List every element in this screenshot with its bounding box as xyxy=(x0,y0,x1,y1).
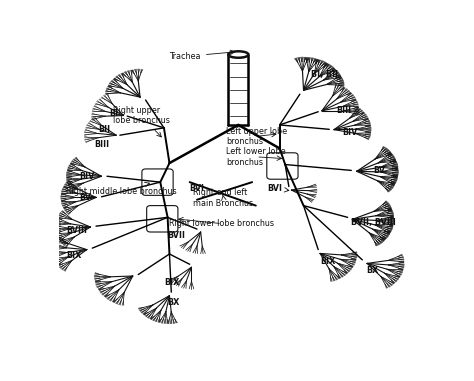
Text: BIII: BIII xyxy=(337,106,352,115)
Text: BX: BX xyxy=(168,298,180,307)
Text: BV: BV xyxy=(80,193,91,202)
Text: BIII: BIII xyxy=(94,140,109,149)
Text: BV: BV xyxy=(374,166,385,175)
Text: Right middle lobe bronchus: Right middle lobe bronchus xyxy=(66,182,176,196)
Text: BII: BII xyxy=(98,125,110,134)
Ellipse shape xyxy=(228,51,248,58)
Text: BVII, BVIII: BVII, BVIII xyxy=(351,218,396,227)
Text: BVI: BVI xyxy=(190,184,205,193)
Text: BVI: BVI xyxy=(267,184,289,193)
Text: BIV: BIV xyxy=(342,128,357,137)
Text: BX: BX xyxy=(366,266,378,275)
Text: Right upper
lobe bronchus: Right upper lobe bronchus xyxy=(112,106,169,137)
Text: BIV: BIV xyxy=(80,172,95,181)
Text: Left upper lobe
bronchus: Left upper lobe bronchus xyxy=(227,126,288,146)
Text: Trachea: Trachea xyxy=(169,50,235,61)
Text: Right lower lobe bronchus: Right lower lobe bronchus xyxy=(169,218,274,228)
Text: BI, BII: BI, BII xyxy=(311,69,338,78)
Text: BIX: BIX xyxy=(164,278,179,287)
Text: BVIII: BVIII xyxy=(66,226,87,235)
Text: BIX: BIX xyxy=(320,257,335,266)
Text: Right end left
main Bronchus: Right end left main Bronchus xyxy=(193,188,254,208)
Text: BVII: BVII xyxy=(168,231,186,240)
Text: BI: BI xyxy=(109,109,118,118)
Text: BIX: BIX xyxy=(66,251,81,260)
Text: Left lower lobe
bronchus: Left lower lobe bronchus xyxy=(227,147,286,166)
